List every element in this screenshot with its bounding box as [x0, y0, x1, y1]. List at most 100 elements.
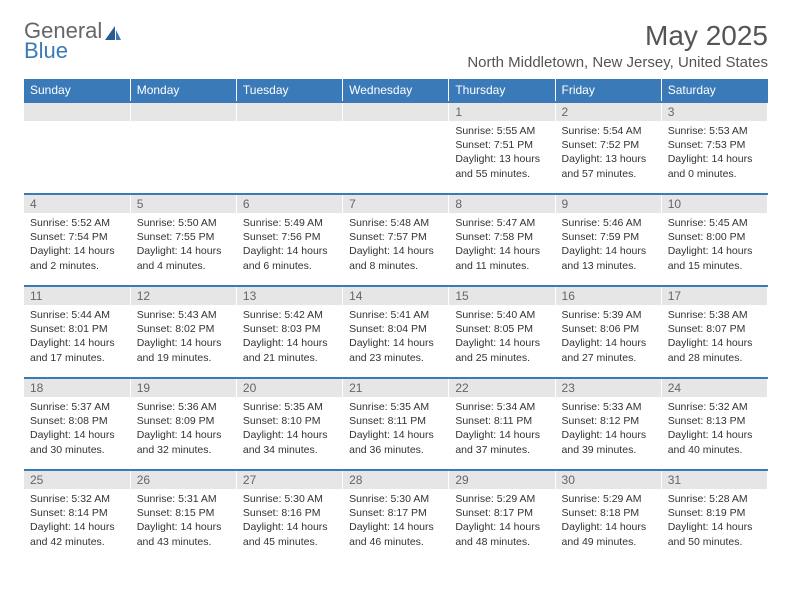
calendar-cell: 20Sunrise: 5:35 AMSunset: 8:10 PMDayligh… [236, 378, 342, 470]
calendar-cell: 30Sunrise: 5:29 AMSunset: 8:18 PMDayligh… [555, 470, 661, 562]
sunrise-text: Sunrise: 5:32 AM [668, 400, 761, 414]
sunset-text: Sunset: 7:51 PM [455, 138, 548, 152]
logo-text-blue: Blue [24, 40, 123, 62]
day-data: Sunrise: 5:34 AMSunset: 8:11 PMDaylight:… [449, 397, 554, 463]
daylight-text: Daylight: 14 hours and 23 minutes. [349, 336, 442, 364]
sunset-text: Sunset: 8:17 PM [349, 506, 442, 520]
weekday-header: Friday [555, 79, 661, 102]
sunset-text: Sunset: 8:17 PM [455, 506, 548, 520]
day-number: 18 [24, 379, 130, 397]
location: North Middletown, New Jersey, United Sta… [467, 54, 768, 71]
sunset-text: Sunset: 8:14 PM [30, 506, 124, 520]
daylight-text: Daylight: 14 hours and 42 minutes. [30, 520, 124, 548]
sunrise-text: Sunrise: 5:40 AM [455, 308, 548, 322]
day-number: 11 [24, 287, 130, 305]
day-number: 3 [662, 103, 767, 121]
day-number: 12 [131, 287, 236, 305]
daylight-text: Daylight: 14 hours and 2 minutes. [30, 244, 124, 272]
sunset-text: Sunset: 8:05 PM [455, 322, 548, 336]
daylight-text: Daylight: 14 hours and 6 minutes. [243, 244, 336, 272]
calendar-cell: 13Sunrise: 5:42 AMSunset: 8:03 PMDayligh… [236, 286, 342, 378]
calendar-cell: 27Sunrise: 5:30 AMSunset: 8:16 PMDayligh… [236, 470, 342, 562]
calendar-cell: 10Sunrise: 5:45 AMSunset: 8:00 PMDayligh… [661, 194, 767, 286]
sunset-text: Sunset: 8:16 PM [243, 506, 336, 520]
calendar-cell: 6Sunrise: 5:49 AMSunset: 7:56 PMDaylight… [236, 194, 342, 286]
calendar-cell: 1 Sunrise: 5:55 AMSunset: 7:51 PMDaylight… [449, 102, 555, 194]
calendar-cell: 31Sunrise: 5:28 AMSunset: 8:19 PMDayligh… [661, 470, 767, 562]
sunset-text: Sunset: 8:00 PM [668, 230, 761, 244]
sunset-text: Sunset: 8:12 PM [562, 414, 655, 428]
day-number: 25 [24, 471, 130, 489]
sunset-text: Sunset: 8:11 PM [349, 414, 442, 428]
day-data: Sunrise: 5:40 AMSunset: 8:05 PMDaylight:… [449, 305, 554, 371]
sunrise-text: Sunrise: 5:45 AM [668, 216, 761, 230]
sunrise-text: Sunrise: 5:43 AM [137, 308, 230, 322]
day-data: Sunrise: 5:28 AMSunset: 8:19 PMDaylight:… [662, 489, 767, 555]
sunset-text: Sunset: 8:06 PM [562, 322, 655, 336]
sunrise-text: Sunrise: 5:29 AM [562, 492, 655, 506]
day-data: Sunrise: 5:47 AMSunset: 7:58 PMDaylight:… [449, 213, 554, 279]
day-number: 1 [449, 103, 554, 121]
daylight-text: Daylight: 14 hours and 8 minutes. [349, 244, 442, 272]
day-number [131, 103, 236, 121]
sunrise-text: Sunrise: 5:55 AM [455, 124, 548, 138]
day-number: 28 [343, 471, 448, 489]
sunrise-text: Sunrise: 5:29 AM [455, 492, 548, 506]
daylight-text: Daylight: 14 hours and 25 minutes. [455, 336, 548, 364]
calendar-cell: 29Sunrise: 5:29 AMSunset: 8:17 PMDayligh… [449, 470, 555, 562]
sunrise-text: Sunrise: 5:39 AM [562, 308, 655, 322]
day-number: 19 [131, 379, 236, 397]
sunset-text: Sunset: 7:59 PM [562, 230, 655, 244]
calendar-cell: 26Sunrise: 5:31 AMSunset: 8:15 PMDayligh… [130, 470, 236, 562]
day-data: Sunrise: 5:38 AMSunset: 8:07 PMDaylight:… [662, 305, 767, 371]
day-data: Sunrise: 5:50 AMSunset: 7:55 PMDaylight:… [131, 213, 236, 279]
sunrise-text: Sunrise: 5:32 AM [30, 492, 124, 506]
daylight-text: Daylight: 14 hours and 19 minutes. [137, 336, 230, 364]
daylight-text: Daylight: 13 hours and 55 minutes. [455, 152, 548, 180]
calendar-cell: 16Sunrise: 5:39 AMSunset: 8:06 PMDayligh… [555, 286, 661, 378]
daylight-text: Daylight: 14 hours and 11 minutes. [455, 244, 548, 272]
daylight-text: Daylight: 14 hours and 36 minutes. [349, 428, 442, 456]
calendar-cell: 25 Sunrise: 5:32 AMSunset: 8:14 PMDayligh… [24, 470, 130, 562]
day-number [237, 103, 342, 121]
daylight-text: Daylight: 14 hours and 40 minutes. [668, 428, 761, 456]
sunrise-text: Sunrise: 5:49 AM [243, 216, 336, 230]
daylight-text: Daylight: 14 hours and 27 minutes. [562, 336, 655, 364]
weekday-header: Sunday [24, 79, 130, 102]
sunset-text: Sunset: 8:07 PM [668, 322, 761, 336]
sunrise-text: Sunrise: 5:50 AM [137, 216, 230, 230]
sunset-text: Sunset: 8:01 PM [30, 322, 124, 336]
daylight-text: Daylight: 14 hours and 39 minutes. [562, 428, 655, 456]
calendar-cell: 9Sunrise: 5:46 AMSunset: 7:59 PMDaylight… [555, 194, 661, 286]
day-number [343, 103, 448, 121]
day-number: 22 [449, 379, 554, 397]
day-number: 15 [449, 287, 554, 305]
calendar-cell: 23Sunrise: 5:33 AMSunset: 8:12 PMDayligh… [555, 378, 661, 470]
calendar-cell: 17Sunrise: 5:38 AMSunset: 8:07 PMDayligh… [661, 286, 767, 378]
calendar-cell: 11Sunrise: 5:44 AMSunset: 8:01 PMDayligh… [24, 286, 130, 378]
day-data: Sunrise: 5:30 AMSunset: 8:17 PMDaylight:… [343, 489, 448, 555]
sunset-text: Sunset: 8:02 PM [137, 322, 230, 336]
sunrise-text: Sunrise: 5:52 AM [30, 216, 124, 230]
sunrise-text: Sunrise: 5:42 AM [243, 308, 336, 322]
calendar-cell [236, 102, 342, 194]
day-data: Sunrise: 5:49 AMSunset: 7:56 PMDaylight:… [237, 213, 342, 279]
day-number: 29 [449, 471, 554, 489]
sunset-text: Sunset: 8:13 PM [668, 414, 761, 428]
weekday-header: Thursday [449, 79, 555, 102]
sunset-text: Sunset: 8:03 PM [243, 322, 336, 336]
sunrise-text: Sunrise: 5:33 AM [562, 400, 655, 414]
title-block: May 2025 North Middletown, New Jersey, U… [467, 20, 768, 71]
day-number: 13 [237, 287, 342, 305]
calendar-cell: 15Sunrise: 5:40 AMSunset: 8:05 PMDayligh… [449, 286, 555, 378]
day-number: 5 [131, 195, 236, 213]
day-number: 14 [343, 287, 448, 305]
sunrise-text: Sunrise: 5:47 AM [455, 216, 548, 230]
daylight-text: Daylight: 14 hours and 46 minutes. [349, 520, 442, 548]
day-data: Sunrise: 5:33 AMSunset: 8:12 PMDaylight:… [556, 397, 661, 463]
day-data: Sunrise: 5:44 AMSunset: 8:01 PMDaylight:… [24, 305, 130, 371]
day-data: Sunrise: 5:35 AMSunset: 8:11 PMDaylight:… [343, 397, 448, 463]
calendar-cell [343, 102, 449, 194]
sunrise-text: Sunrise: 5:54 AM [562, 124, 655, 138]
day-data: Sunrise: 5:48 AMSunset: 7:57 PMDaylight:… [343, 213, 448, 279]
